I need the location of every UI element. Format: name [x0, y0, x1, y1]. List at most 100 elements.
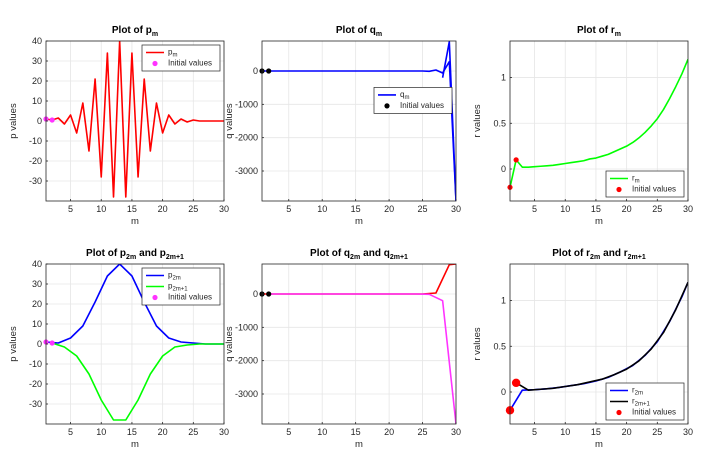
- y-axis-label: p values: [8, 326, 19, 362]
- series-line-2: [268, 293, 456, 424]
- y-tick-label: 0: [253, 289, 258, 299]
- x-axis-label: m: [595, 216, 603, 227]
- y-tick-label: 0.5: [493, 341, 506, 351]
- x-tick-label: 5: [68, 427, 73, 437]
- legend-box: [373, 87, 453, 114]
- data-area: [510, 281, 688, 411]
- y-tick-label: 10: [32, 96, 42, 106]
- chart-panel-4: 5 10 15 20 25 30 -30 -20 -10 0 10 20 30 40 m p values Pl…: [8, 248, 229, 450]
- legend-box: [605, 170, 685, 198]
- chart-title: Plot of r2m and r2m+1: [552, 248, 646, 261]
- initial-value-point: [266, 68, 272, 74]
- x-axis-label: m: [355, 216, 363, 227]
- y-tick-label: 0: [37, 339, 42, 349]
- y-tick-label: -2000: [235, 133, 258, 143]
- chart-panel-6: 5 10 15 20 25 30 0 0.5 1 m r values Plot of r2m and …: [472, 248, 693, 450]
- y-tick-label: -3000: [235, 166, 258, 176]
- y-tick-label: -30: [29, 399, 42, 409]
- x-tick-label: 20: [158, 427, 168, 437]
- x-tick-label: 10: [317, 204, 327, 214]
- x-tick-label: 15: [591, 204, 601, 214]
- y-tick-label: 0.5: [493, 118, 506, 128]
- legend-dot-swatch: [616, 186, 622, 193]
- x-axis-label: m: [355, 439, 363, 450]
- y-tick-label: 10: [32, 319, 42, 329]
- x-tick-label: 25: [188, 204, 198, 214]
- x-tick-label: 30: [451, 427, 461, 437]
- x-tick-label: 30: [219, 204, 229, 214]
- y-tick-label: 0: [501, 387, 506, 397]
- legend-label: Initial values: [168, 293, 212, 302]
- y-axis-label: r values: [472, 327, 483, 361]
- x-tick-label: 20: [384, 427, 394, 437]
- x-tick-label: 5: [286, 204, 291, 214]
- legend-dot-swatch: [152, 294, 158, 301]
- data-area: [262, 264, 456, 424]
- y-tick-label: 40: [32, 259, 42, 269]
- x-tick-label: 20: [622, 204, 632, 214]
- series-line-1: [510, 58, 688, 188]
- plot-area: [262, 41, 456, 201]
- legend-dot-swatch: [384, 103, 390, 109]
- x-tick-label: 30: [683, 204, 693, 214]
- x-tick-label: 5: [532, 427, 537, 437]
- legend-label: p2m+1: [168, 282, 188, 293]
- axes-box: [261, 40, 457, 202]
- x-tick-label: 20: [158, 204, 168, 214]
- y-axis-label: q values: [224, 326, 235, 362]
- x-tick-label: 30: [683, 427, 693, 437]
- y-tick-label: 0: [37, 116, 42, 126]
- chart-title: Plot of qm: [336, 25, 382, 38]
- x-tick-label: 10: [560, 204, 570, 214]
- x-tick-label: 5: [286, 427, 291, 437]
- chart-title: Plot of rm: [577, 25, 621, 38]
- y-tick-label: -20: [29, 379, 42, 389]
- x-tick-label: 25: [418, 427, 428, 437]
- series-line-2: [51, 342, 224, 421]
- x-tick-label: 25: [652, 427, 662, 437]
- legend-label: Initial values: [168, 59, 212, 68]
- legend-label: pm: [168, 48, 177, 59]
- x-tick-label: 30: [451, 204, 461, 214]
- y-tick-label: -20: [29, 156, 42, 166]
- y-tick-label: -1000: [235, 322, 258, 332]
- chart-panel-2: 5 10 15 20 25 30 -3000 -2000 -1000 0 m q values Plot…: [224, 25, 461, 227]
- y-tick-label: 40: [32, 36, 42, 46]
- chart-title: Plot of p2m and p2m+1: [86, 248, 184, 261]
- x-axis-label: m: [131, 216, 139, 227]
- y-tick-label: -2000: [235, 356, 258, 366]
- x-tick-label: 30: [219, 427, 229, 437]
- chart-title: Plot of pm: [112, 25, 158, 38]
- x-tick-label: 15: [351, 204, 361, 214]
- data-area: [46, 41, 224, 198]
- x-tick-label: 5: [532, 204, 537, 214]
- y-tick-label: -30: [29, 176, 42, 186]
- y-axis-label: q values: [224, 103, 235, 139]
- y-tick-label: 20: [32, 76, 42, 86]
- y-tick-label: 30: [32, 279, 42, 289]
- initial-value-point: [513, 157, 519, 163]
- initial-value-point: [266, 291, 272, 297]
- x-tick-label: 15: [127, 427, 137, 437]
- legend-label: p2m: [168, 271, 181, 282]
- plot-area: [262, 264, 456, 424]
- y-tick-label: -10: [29, 359, 42, 369]
- y-axis-label: p values: [8, 103, 19, 139]
- y-tick-label: 30: [32, 56, 42, 66]
- x-tick-label: 20: [384, 204, 394, 214]
- x-tick-label: 25: [418, 204, 428, 214]
- y-axis-label: r values: [472, 104, 483, 138]
- series-line-1: [262, 60, 456, 201]
- x-axis-label: m: [595, 439, 603, 450]
- chart-title: Plot of q2m and q2m+1: [310, 248, 408, 261]
- x-tick-label: 10: [317, 427, 327, 437]
- chart-panel-5: 5 10 15 20 25 30 -3000 -2000 -1000 0 m q values Plot…: [224, 248, 461, 450]
- legend-label: r2m: [632, 386, 643, 397]
- x-tick-label: 5: [68, 204, 73, 214]
- data-area: [510, 58, 688, 188]
